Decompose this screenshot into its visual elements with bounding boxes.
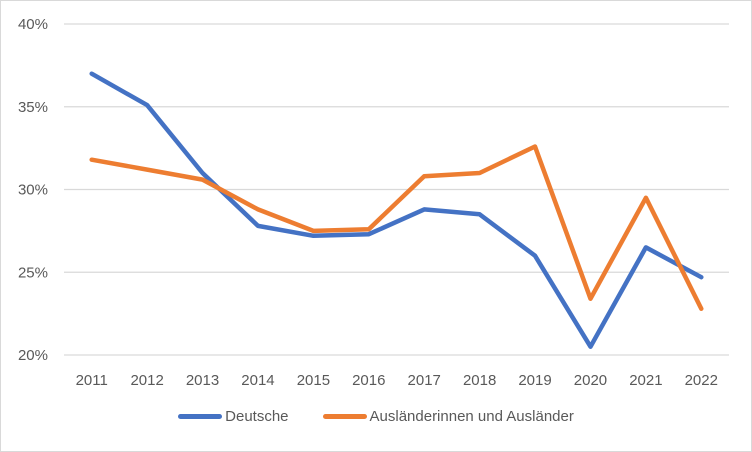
y-tick-label: 25%	[18, 264, 48, 281]
x-tick-label: 2013	[186, 372, 219, 389]
legend-item-auslaender[interactable]: Ausländerinnen und Ausländer	[322, 408, 574, 425]
gridlines	[64, 23, 729, 356]
series-line-auslaender	[89, 144, 704, 311]
x-tick-label: 2018	[463, 372, 496, 389]
legend-swatch-deutsche	[178, 414, 223, 419]
y-tick-label: 30%	[18, 182, 48, 199]
y-tick-label: 40%	[18, 16, 48, 33]
legend-label-auslaender: Ausländerinnen und Ausländer	[369, 408, 574, 425]
legend-item-deutsche[interactable]: Deutsche	[178, 408, 289, 425]
x-tick-label: 2020	[574, 372, 607, 389]
x-tick-label: 2011	[76, 372, 108, 389]
x-tick-label: 2022	[685, 372, 718, 389]
x-tick-label: 2015	[297, 372, 330, 389]
x-tick-label: 2012	[130, 372, 163, 389]
x-tick-label: 2021	[629, 372, 662, 389]
x-tick-label: 2014	[241, 372, 274, 389]
y-axis-ticks: 20% 25% 30% 35% 40%	[18, 16, 48, 364]
x-axis-ticks: 2011 2012 2013 2014 2015 2016 2017 2018 2019 2020…	[76, 372, 718, 389]
x-tick-label: 2016	[352, 372, 385, 389]
y-tick-label: 35%	[18, 99, 48, 116]
series-lines	[89, 71, 704, 349]
legend-label-deutsche: Deutsche	[225, 408, 289, 425]
x-tick-label: 2019	[518, 372, 551, 389]
legend: Deutsche Ausländerinnen und Ausländer	[0, 408, 752, 425]
series-line-deutsche	[89, 71, 704, 349]
y-tick-label: 20%	[18, 347, 48, 364]
x-tick-label: 2017	[408, 372, 441, 389]
legend-swatch-auslaender	[322, 414, 367, 419]
